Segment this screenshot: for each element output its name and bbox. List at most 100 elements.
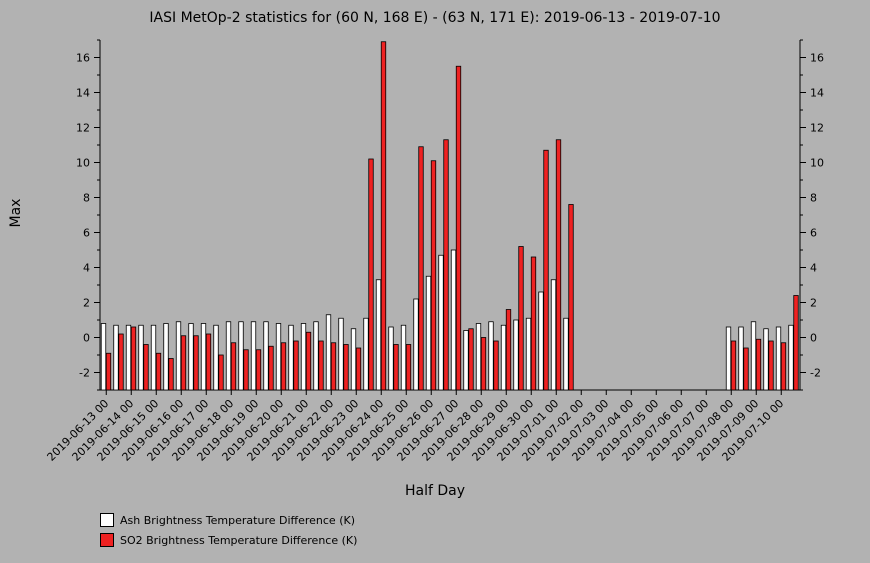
bar-ash [150, 324, 157, 391]
bar-ash [563, 317, 569, 391]
bar-so2 [155, 352, 162, 391]
legend-label-so2: SO2 Brightness Temperature Difference (K… [120, 533, 358, 547]
bar-ash [413, 298, 419, 391]
y-tick-label-left: 16 [76, 52, 90, 65]
bar-so2 [330, 342, 337, 391]
bar-so2 [118, 333, 124, 391]
bar-so2 [105, 352, 112, 391]
bar-ash [425, 275, 432, 391]
bar-so2 [343, 344, 349, 391]
bar-so2 [468, 328, 474, 391]
bar-ash [750, 321, 757, 391]
bar-so2 [180, 335, 187, 391]
bar-so2 [355, 347, 362, 391]
y-tick-label-right: 14 [810, 87, 824, 100]
bar-so2 [555, 139, 562, 391]
legend-item-so2: SO2 Brightness Temperature Difference (K… [100, 533, 357, 547]
y-tick-label-left: 0 [83, 332, 90, 345]
bar-so2 [543, 149, 549, 391]
y-tick-label-right: 0 [810, 332, 817, 345]
bar-ash [200, 323, 207, 391]
y-tick-label-left: 8 [83, 192, 90, 205]
bar-so2 [493, 340, 499, 391]
bar-so2 [393, 344, 399, 391]
bar-ash [438, 254, 444, 391]
bar-ash [325, 314, 332, 391]
legend-swatch-ash [100, 513, 114, 527]
bar-so2 [455, 65, 462, 391]
bar-ash [375, 279, 382, 391]
bar-ash [525, 317, 532, 391]
y-tick-label-right: 10 [810, 157, 824, 170]
bar-ash [463, 330, 469, 391]
bar-so2 [368, 158, 374, 391]
bar-so2 [318, 340, 324, 391]
bar-so2 [568, 204, 574, 391]
bar-so2 [505, 309, 512, 391]
bar-so2 [480, 337, 487, 391]
bar-so2 [430, 160, 437, 391]
bar-ash [488, 321, 494, 391]
y-tick-label-left: 2 [83, 297, 90, 310]
bar-so2 [530, 256, 537, 391]
y-tick-label-right: 4 [810, 262, 817, 275]
bar-ash [175, 321, 182, 391]
bar-ash [125, 324, 132, 391]
bar-ash [763, 328, 769, 391]
y-tick-label-right: 12 [810, 122, 824, 135]
y-tick-label-right: 6 [810, 227, 817, 240]
y-tick-label-right: 8 [810, 192, 817, 205]
y-tick-label-left: -2 [79, 367, 90, 380]
bar-so2 [405, 344, 412, 391]
bar-ash [250, 321, 257, 391]
bar-so2 [268, 345, 274, 391]
bar-so2 [380, 41, 387, 391]
bar-so2 [255, 349, 262, 391]
bar-ash [113, 324, 119, 391]
bar-ash [363, 317, 369, 391]
chart-title: IASI MetOp-2 statistics for (60 N, 168 E… [149, 10, 721, 26]
bar-ash [300, 323, 307, 391]
bar-ash [513, 319, 519, 391]
bar-so2 [418, 146, 424, 391]
legend-item-ash: Ash Brightness Temperature Difference (K… [100, 513, 355, 527]
y-tick-label-left: 4 [83, 262, 90, 275]
bar-ash [188, 323, 194, 391]
bar-ash [725, 326, 732, 391]
bar-ash [263, 321, 269, 391]
y-tick-label-left: 12 [76, 122, 90, 135]
y-tick-label-right: 2 [810, 297, 817, 310]
y-tick-label-right: -2 [810, 367, 821, 380]
bar-ash [738, 326, 744, 391]
bar-ash [550, 279, 557, 391]
bar-ash [500, 324, 507, 391]
legend-swatch-so2 [100, 533, 114, 547]
bar-so2 [730, 340, 737, 391]
bar-so2 [168, 358, 174, 391]
bar-ash [163, 323, 169, 391]
bar-so2 [205, 333, 212, 391]
bar-ash [100, 323, 107, 391]
bar-so2 [243, 349, 249, 391]
y-tick-label-right: 16 [810, 52, 824, 65]
bar-ash [225, 321, 232, 391]
bar-so2 [293, 340, 299, 391]
legend-label-ash: Ash Brightness Temperature Difference (K… [120, 513, 355, 527]
bar-ash [238, 321, 244, 391]
bar-ash [313, 321, 319, 391]
bar-so2 [755, 338, 762, 391]
bar-so2 [193, 335, 199, 391]
bar-ash [275, 323, 282, 391]
bar-ash [475, 323, 482, 391]
bar-ash [450, 249, 457, 391]
bar-so2 [305, 331, 312, 391]
bar-so2 [768, 340, 774, 391]
bar-so2 [218, 354, 224, 391]
bar-ash [338, 317, 344, 391]
y-tick-label-left: 14 [76, 87, 90, 100]
bar-so2 [780, 342, 787, 391]
bar-ash [138, 324, 144, 391]
bar-so2 [793, 295, 799, 391]
bar-so2 [443, 139, 449, 391]
bar-ash [400, 324, 407, 391]
